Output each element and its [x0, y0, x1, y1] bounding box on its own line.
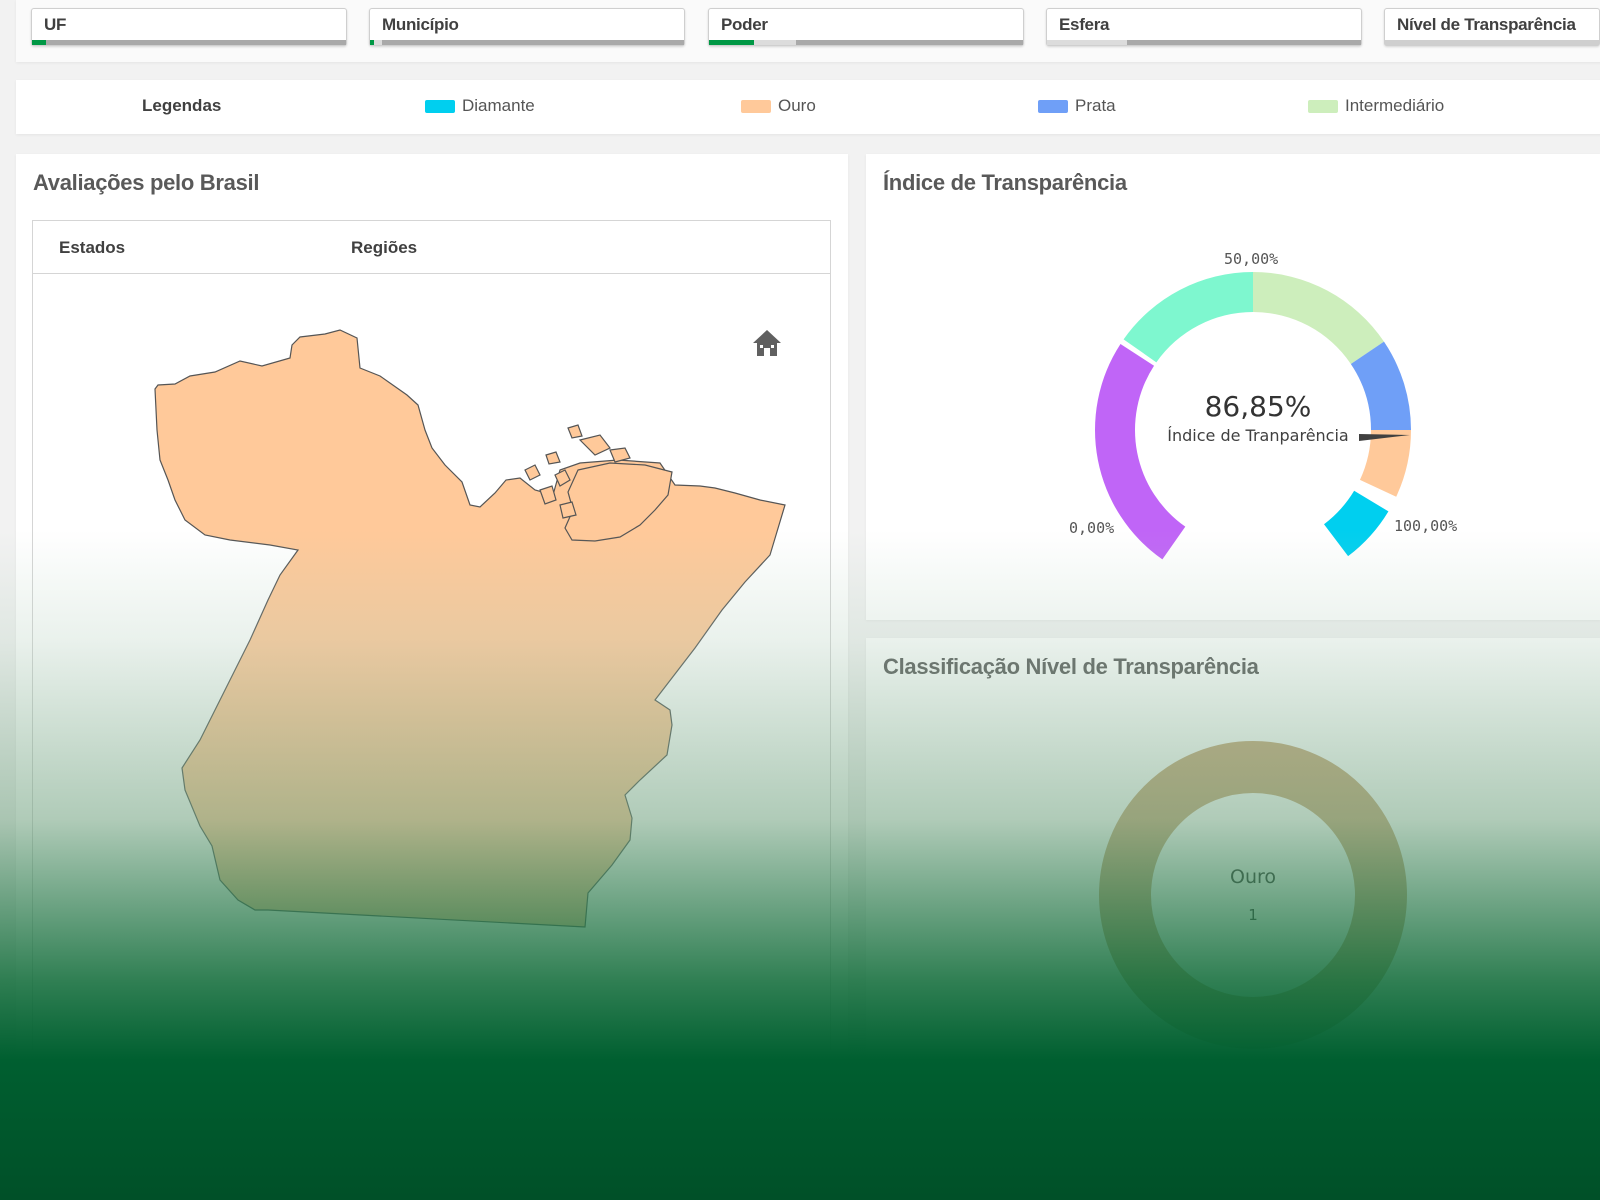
- donut-slice-ouro[interactable]: [1099, 741, 1407, 1049]
- donut-center-count: 1: [1248, 906, 1258, 924]
- donut-center-label: Ouro: [1229, 866, 1276, 888]
